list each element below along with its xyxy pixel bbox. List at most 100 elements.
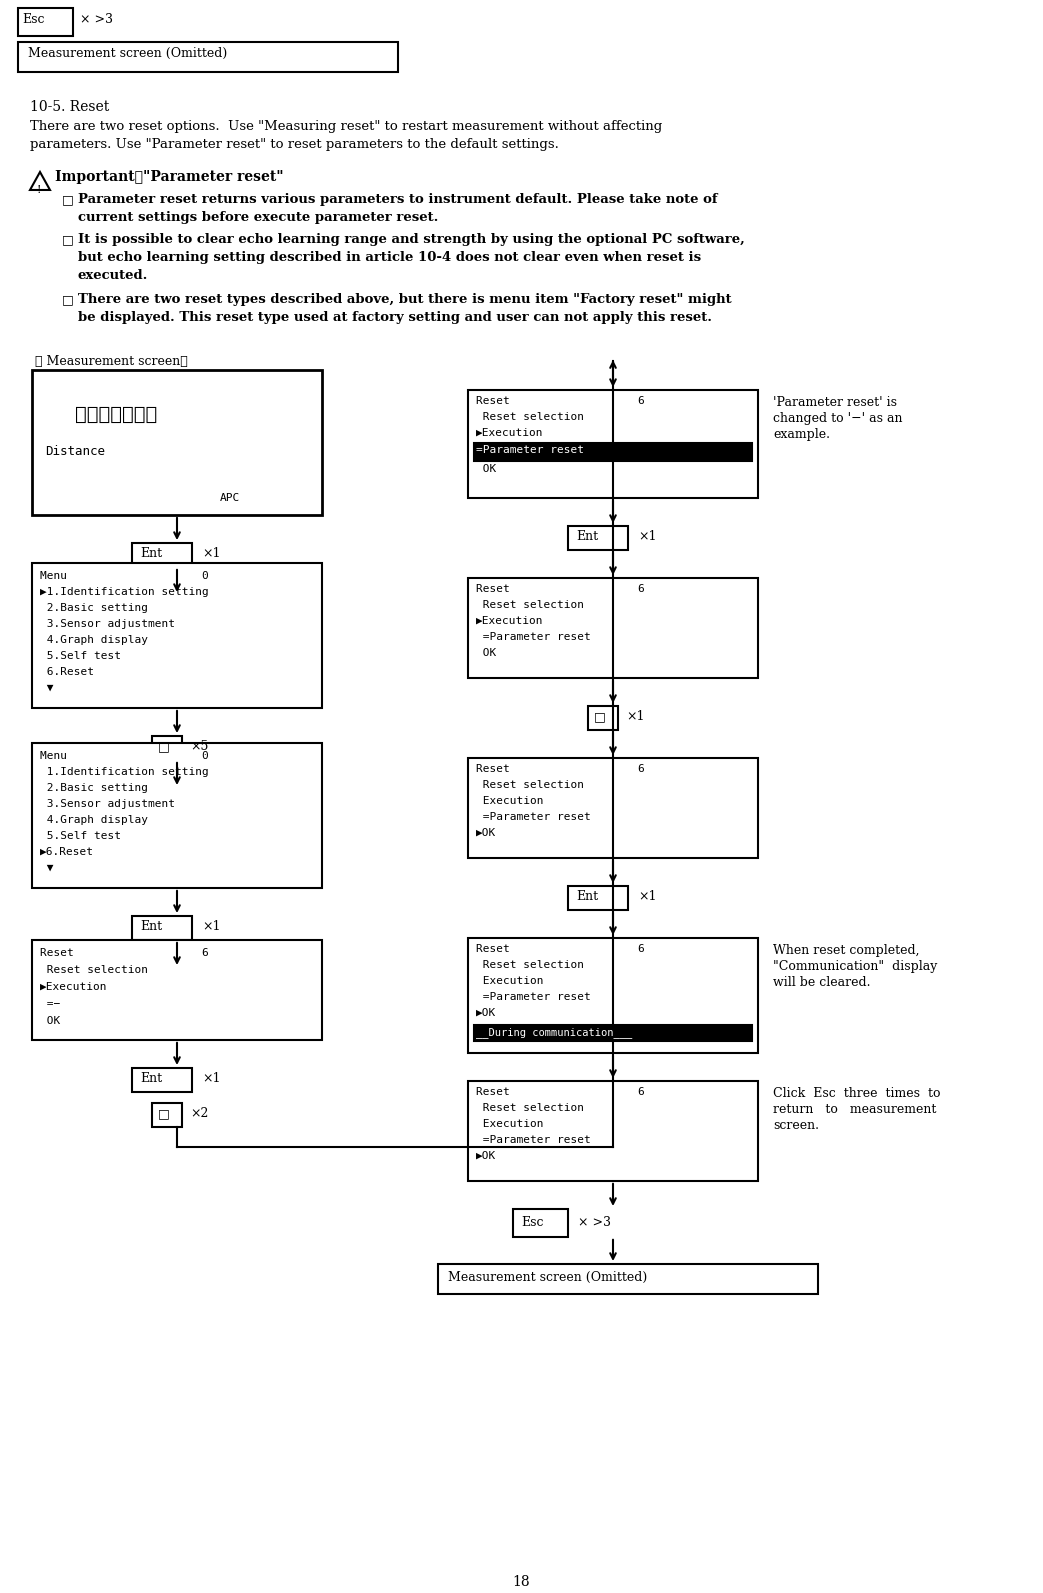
Text: ▶OK: ▶OK [476, 1150, 496, 1161]
Text: Menu                    0: Menu 0 [40, 570, 209, 581]
Text: OK: OK [476, 648, 496, 658]
Text: ×2: ×2 [190, 1107, 209, 1120]
Text: parameters. Use "Parameter reset" to reset parameters to the default settings.: parameters. Use "Parameter reset" to res… [30, 139, 559, 151]
Text: 18: 18 [512, 1575, 530, 1588]
Text: OK: OK [40, 1016, 60, 1026]
Text: Execution: Execution [476, 796, 543, 806]
Text: Important："Parameter reset": Important："Parameter reset" [55, 170, 284, 183]
Text: There are two reset types described above, but there is menu item "Factory reset: There are two reset types described abov… [78, 293, 731, 306]
Text: =Parameter reset: =Parameter reset [476, 992, 590, 1002]
Text: =Parameter reset: =Parameter reset [476, 632, 590, 642]
Text: ×5: ×5 [190, 739, 209, 753]
Text: Parameter reset returns various parameters to instrument default. Please take no: Parameter reset returns various paramete… [78, 193, 718, 205]
Bar [438, 1263, 818, 1294]
Text: 10-5. Reset: 10-5. Reset [30, 100, 110, 115]
Text: 3.Sensor adjustment: 3.Sensor adjustment [40, 800, 175, 809]
Text: Reset selection: Reset selection [476, 1102, 584, 1114]
Text: Reset                   6: Reset 6 [476, 397, 645, 406]
Text: =Parameter reset: =Parameter reset [476, 444, 584, 456]
Text: × >3: × >3 [578, 1215, 611, 1228]
Text: Reset selection: Reset selection [476, 601, 584, 610]
Text: Reset selection: Reset selection [40, 965, 148, 975]
Text: Ent: Ent [140, 919, 162, 933]
Text: =Parameter reset: =Parameter reset [476, 812, 590, 822]
Text: When reset completed,: When reset completed, [773, 945, 920, 957]
Text: Reset                   6: Reset 6 [476, 585, 645, 594]
Text: Execution: Execution [476, 1118, 543, 1129]
Text: ▶Execution: ▶Execution [476, 616, 543, 626]
Bar [32, 742, 322, 887]
Text: __During communication___: __During communication___ [476, 1027, 632, 1037]
Text: 1.Identification setting: 1.Identification setting [40, 766, 209, 777]
Bar [474, 443, 752, 460]
Text: □: □ [62, 233, 74, 245]
Text: Reset                   6: Reset 6 [476, 1086, 645, 1098]
Text: Reset                   6: Reset 6 [40, 948, 209, 957]
Text: □: □ [62, 293, 74, 306]
Text: Esc: Esc [22, 13, 45, 25]
Text: changed to '−' as an: changed to '−' as an [773, 413, 902, 425]
Text: =−: =− [40, 999, 60, 1008]
Text: ▶6.Reset: ▶6.Reset [40, 847, 94, 857]
Text: OK: OK [476, 464, 496, 475]
Text: !: ! [37, 185, 42, 194]
Text: Ent: Ent [576, 890, 598, 903]
Text: Reset                   6: Reset 6 [476, 765, 645, 774]
Text: Distance: Distance [45, 444, 105, 457]
Text: current settings before execute parameter reset.: current settings before execute paramete… [78, 210, 438, 225]
Text: Execution: Execution [476, 977, 543, 986]
Text: ×1: ×1 [626, 710, 645, 723]
Bar [32, 940, 322, 1040]
Text: 2.Basic setting: 2.Basic setting [40, 602, 148, 613]
Text: ×1: ×1 [202, 919, 220, 933]
Text: □: □ [157, 1107, 170, 1120]
Text: 5.Self test: 5.Self test [40, 832, 121, 841]
Text: ▶1.Identification setting: ▶1.Identification setting [40, 586, 209, 597]
Text: Reset selection: Reset selection [476, 413, 584, 422]
Text: It is possible to clear echo learning range and strength by using the optional P: It is possible to clear echo learning ra… [78, 233, 745, 245]
Bar [152, 1102, 181, 1126]
Bar [568, 886, 628, 910]
Text: 'Parameter reset' is: 'Parameter reset' is [773, 397, 897, 409]
Text: □: □ [595, 710, 606, 723]
Text: screen.: screen. [773, 1118, 819, 1133]
Text: return   to   measurement: return to measurement [773, 1102, 937, 1117]
Text: Ent: Ent [576, 530, 598, 543]
Text: ▶OK: ▶OK [476, 828, 496, 838]
Text: Reset selection: Reset selection [476, 961, 584, 970]
Text: ▶Execution: ▶Execution [476, 429, 543, 438]
Bar [474, 1024, 752, 1040]
Bar [132, 1067, 192, 1091]
Text: ×1: ×1 [638, 530, 656, 543]
Bar [568, 526, 628, 550]
Text: □: □ [157, 739, 170, 753]
Text: ▼: ▼ [40, 863, 53, 873]
Text: "Communication"  display: "Communication" display [773, 961, 938, 973]
Text: １２．３４５ｍ: １２．３４５ｍ [75, 405, 157, 424]
Bar [468, 758, 758, 859]
Text: will be cleared.: will be cleared. [773, 977, 871, 989]
Text: executed.: executed. [78, 269, 148, 282]
Bar [32, 370, 322, 515]
Text: 6.Reset: 6.Reset [40, 667, 94, 677]
Text: example.: example. [773, 429, 830, 441]
Bar [468, 390, 758, 499]
Text: =Parameter reset: =Parameter reset [476, 1134, 590, 1145]
Bar [468, 1082, 758, 1180]
Text: 4.Graph display: 4.Graph display [40, 816, 148, 825]
Text: 2.Basic setting: 2.Basic setting [40, 782, 148, 793]
Text: Measurement screen (Omitted): Measurement screen (Omitted) [28, 48, 227, 61]
Text: be displayed. This reset type used at factory setting and user can not apply thi: be displayed. This reset type used at fa… [78, 311, 712, 323]
Text: Esc: Esc [522, 1215, 543, 1228]
Text: ▶OK: ▶OK [476, 1008, 496, 1018]
Text: 4.Graph display: 4.Graph display [40, 636, 148, 645]
Text: Menu                    0: Menu 0 [40, 750, 209, 761]
Bar [32, 562, 322, 707]
Text: 【 Measurement screen】: 【 Measurement screen】 [35, 355, 188, 368]
Text: ×1: ×1 [638, 890, 656, 903]
Text: × >3: × >3 [80, 13, 113, 25]
Text: ×1: ×1 [202, 546, 220, 561]
Bar [468, 938, 758, 1053]
Bar [132, 916, 192, 940]
Text: Ent: Ent [140, 1072, 162, 1085]
